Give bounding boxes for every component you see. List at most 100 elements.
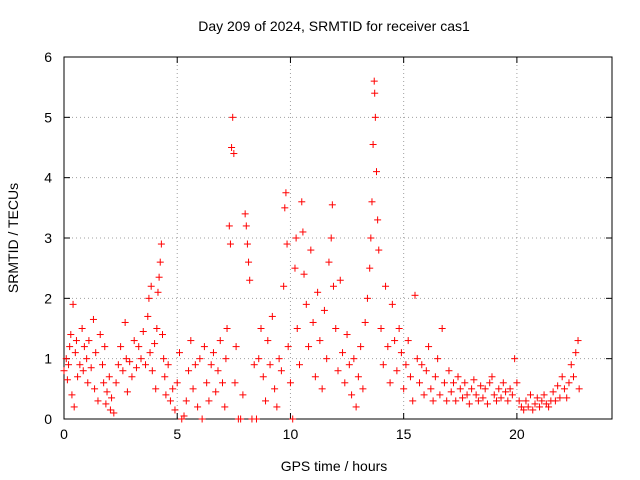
data-point: [241, 210, 249, 218]
data-point: [540, 391, 548, 399]
data-point: [302, 300, 310, 308]
data-point: [461, 379, 469, 387]
data-point: [105, 373, 113, 381]
data-point: [200, 343, 208, 351]
y-tick-label: 0: [44, 411, 52, 427]
data-point: [354, 373, 362, 381]
data-point: [384, 343, 392, 351]
data-point: [291, 264, 299, 272]
data-point: [237, 415, 245, 423]
data-point: [490, 391, 498, 399]
data-point: [292, 234, 300, 242]
data-point: [72, 337, 80, 345]
data-point: [142, 361, 150, 369]
data-point: [309, 318, 317, 326]
data-point: [114, 361, 122, 369]
data-point: [395, 325, 403, 332]
data-point: [101, 343, 109, 351]
data-point: [198, 415, 206, 423]
y-axis-label: SRMTID / TECUs: [5, 183, 21, 293]
data-point: [508, 391, 516, 399]
data-point: [499, 379, 507, 387]
data-point: [366, 264, 374, 272]
data-point: [112, 379, 120, 387]
data-point: [477, 382, 485, 390]
data-point: [106, 406, 114, 414]
data-point: [65, 361, 73, 369]
x-tick-label: 15: [396, 426, 412, 442]
data-point: [271, 385, 279, 393]
x-tick-label: 20: [509, 426, 525, 442]
data-point: [153, 325, 161, 332]
data-point: [275, 355, 283, 363]
data-point: [325, 258, 333, 266]
data-point: [413, 355, 421, 363]
x-tick-labels: 0 5 10 15 20: [60, 426, 525, 442]
data-point: [422, 367, 430, 375]
data-point: [427, 385, 435, 393]
data-point: [74, 373, 82, 381]
data-point: [156, 258, 164, 266]
data-point: [328, 201, 336, 209]
data-point: [493, 397, 501, 405]
data-point: [329, 282, 337, 290]
data-point: [531, 400, 539, 408]
data-point: [289, 415, 297, 423]
y-tick-label: 6: [44, 49, 52, 65]
data-point: [449, 379, 457, 387]
data-point: [63, 376, 71, 384]
data-point: [284, 343, 292, 351]
data-point: [151, 340, 159, 348]
data-point: [110, 409, 118, 417]
data-point: [411, 291, 419, 299]
data-point: [268, 312, 276, 320]
data-point: [400, 385, 408, 393]
data-point: [316, 337, 324, 345]
data-point: [209, 349, 217, 357]
data-point: [420, 391, 428, 399]
data-point: [76, 361, 84, 369]
data-point: [386, 379, 394, 387]
data-point: [68, 391, 76, 399]
data-point: [70, 403, 78, 411]
data-point: [429, 397, 437, 405]
data-point: [359, 385, 367, 393]
data-point: [343, 331, 351, 339]
data-point: [92, 349, 100, 357]
data-point: [404, 337, 412, 345]
data-point: [565, 379, 573, 387]
data-point: [506, 385, 514, 393]
data-point: [352, 403, 360, 411]
data-point: [300, 270, 308, 278]
data-point: [102, 400, 110, 408]
data-point: [409, 397, 417, 405]
data-point: [560, 385, 568, 393]
data-point: [84, 379, 92, 387]
data-point: [371, 113, 379, 121]
data-point: [440, 379, 448, 387]
data-point: [146, 349, 154, 357]
data-point: [314, 288, 322, 296]
data-point: [66, 343, 74, 351]
data-point: [231, 379, 239, 387]
data-point: [223, 325, 231, 332]
data-point: [175, 349, 183, 357]
data-point: [575, 385, 583, 393]
data-point: [164, 361, 172, 369]
data-point: [182, 397, 190, 405]
data-point: [375, 246, 383, 254]
data-point: [363, 294, 371, 302]
data-point: [273, 403, 281, 411]
data-point: [203, 379, 211, 387]
data-point: [67, 331, 75, 339]
data-point: [191, 361, 199, 369]
x-tick-label: 0: [60, 426, 68, 442]
data-point: [305, 343, 313, 351]
data-point: [465, 400, 473, 408]
data-point: [161, 373, 169, 381]
data-point: [262, 397, 270, 405]
data-point: [230, 150, 238, 158]
data-point: [345, 361, 353, 369]
data-point: [245, 258, 253, 266]
